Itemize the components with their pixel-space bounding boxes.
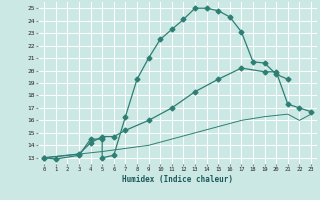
X-axis label: Humidex (Indice chaleur): Humidex (Indice chaleur) bbox=[122, 175, 233, 184]
